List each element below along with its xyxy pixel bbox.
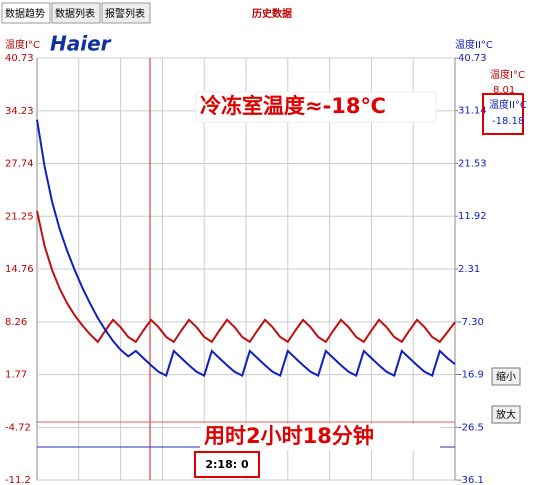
time-value: 2:18: 0 (205, 458, 249, 471)
y2-tick-label: -16.9 (458, 370, 484, 381)
zoom-out-button[interactable] (491, 367, 521, 386)
button-label[interactable]: 缩小 (496, 370, 516, 383)
y-axis-label: 温度I°C (5, 38, 40, 51)
y-tick-label: 34.23 (5, 106, 34, 117)
y-tick-label: 1.77 (5, 370, 27, 381)
y-tick-label: -11.2 (5, 475, 31, 485)
y2-tick-label: 2.31 (458, 264, 480, 275)
readout-label: 温度I°C (490, 68, 525, 81)
zoom-in-button[interactable] (491, 405, 521, 424)
annotation: 冷冻室温度≈-18℃ (200, 94, 386, 118)
tab-label[interactable]: 数据列表 (55, 7, 95, 20)
button-label[interactable]: 放大 (496, 408, 516, 421)
readout-value: 8.01 (493, 85, 515, 96)
y-tick-label: 40.73 (5, 53, 34, 64)
y2-tick-label: -26.5 (458, 422, 484, 433)
y2-tick-label: 40.73 (458, 53, 487, 64)
y2-tick-label: 31.14 (458, 106, 487, 117)
series-line (36, 119, 456, 378)
time-box (194, 451, 260, 478)
y-tick-label: 27.74 (5, 159, 34, 170)
annotation: 用时2小时18分钟 (204, 424, 374, 448)
tab[interactable] (51, 2, 101, 24)
y2-tick-label: -7.30 (458, 317, 484, 328)
annotation-box (200, 424, 440, 450)
readout-box (482, 93, 524, 135)
logo: Haier (50, 32, 112, 56)
readout-value: -18.18 (492, 116, 524, 127)
y-tick-label: -4.72 (5, 422, 31, 433)
y-tick-label: 14.76 (5, 264, 34, 275)
tab-label[interactable]: 报警列表 (105, 7, 145, 20)
tab[interactable] (1, 2, 51, 24)
y-tick-label: 8.26 (5, 317, 27, 328)
readout-label: 温度II°C (489, 98, 527, 111)
y2-axis-label: 温度II°C (455, 38, 493, 51)
y2-tick-label: 21.53 (458, 158, 487, 169)
window-title: 历史数据 (252, 7, 292, 20)
tab[interactable] (101, 2, 151, 24)
y2-tick-label: -36.1 (458, 475, 484, 485)
tab-label[interactable]: 数据趋势 (5, 7, 45, 20)
annotation-box (195, 91, 437, 123)
y-tick-label: 21.25 (5, 211, 34, 222)
series-line (36, 210, 456, 344)
y2-tick-label: 11.92 (458, 211, 487, 222)
